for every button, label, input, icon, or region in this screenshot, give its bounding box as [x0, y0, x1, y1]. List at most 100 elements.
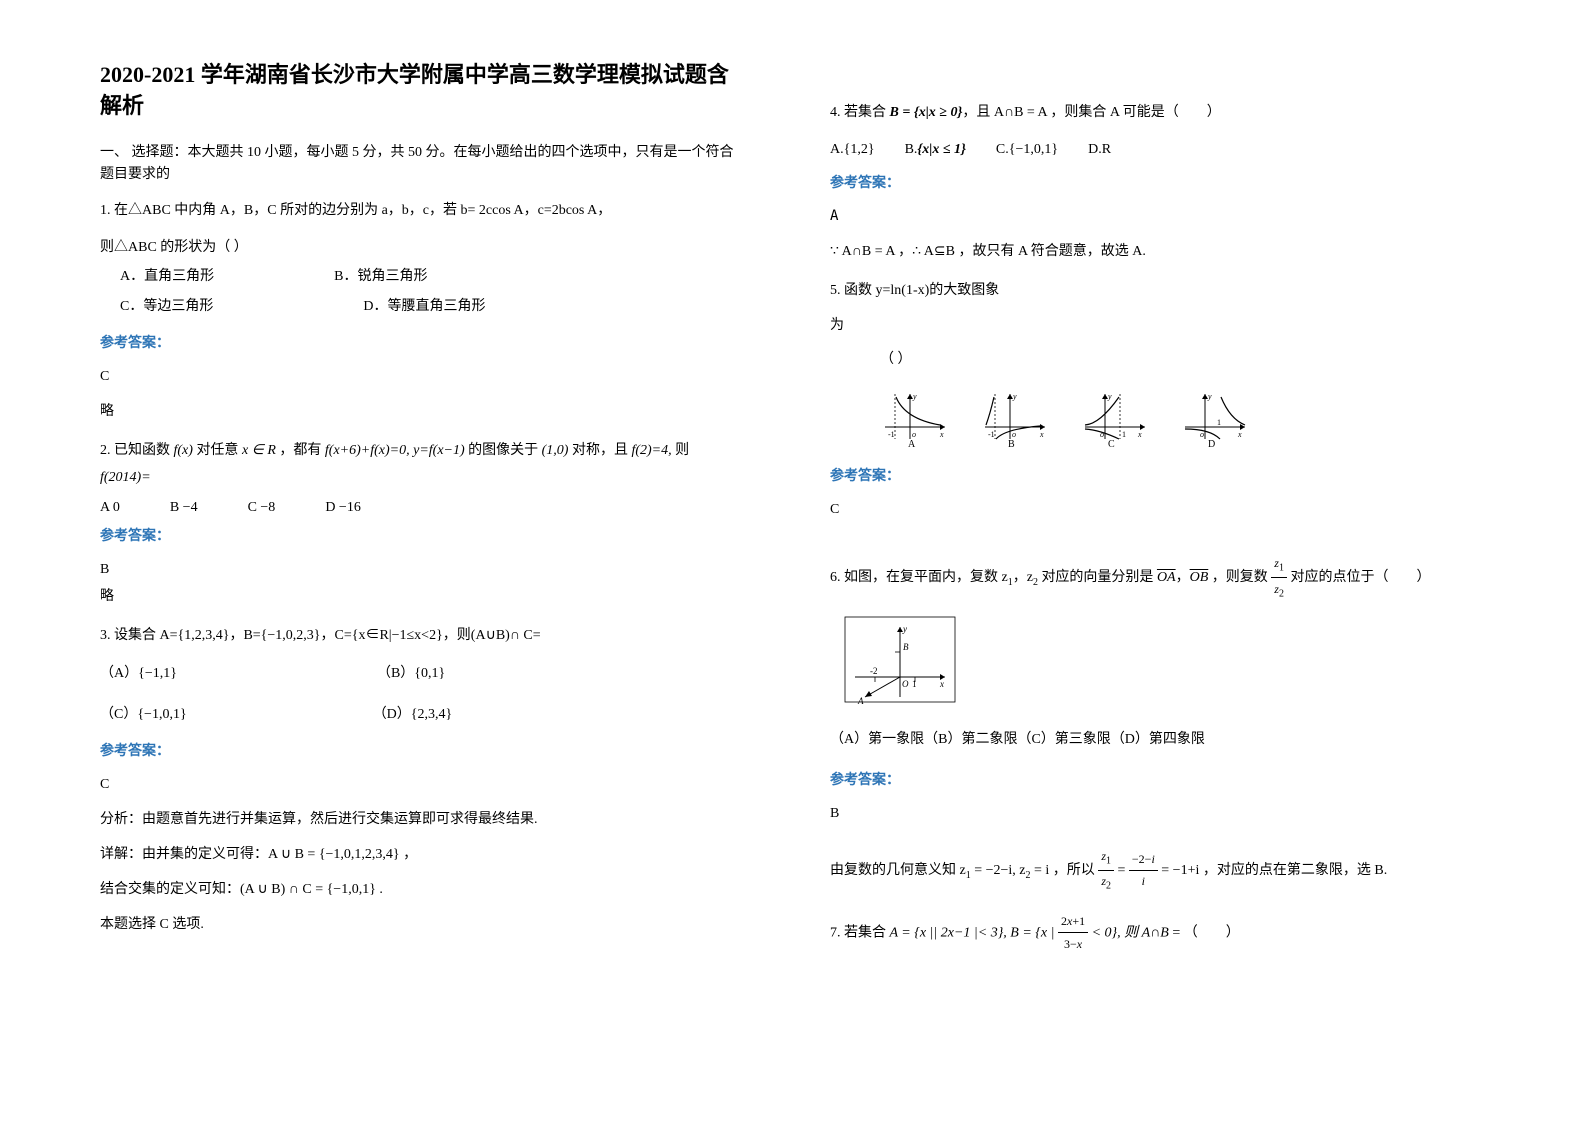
graph-b: -1 o x y B [980, 389, 1050, 449]
svg-text:o: o [912, 430, 916, 439]
svg-text:O: O [902, 679, 909, 689]
q2-text: 2. 已知函数 f(x) 对任意 x ∈ R ，都有 f(x+6)+f(x)=0… [100, 438, 740, 491]
q6-reasoning: 由复数的几何意义知 z1 = −2−i, z2 = i ，所以 z1z2 = −… [830, 846, 1470, 896]
q1-answer2: 略 [100, 399, 740, 424]
q2-optC: C −8 [248, 495, 276, 522]
q5-text: 5. 函数 y=ln(1-x)的大致图象 [830, 278, 1470, 305]
svg-text:A: A [857, 696, 864, 706]
q4-optA: A.{1,2} [830, 137, 875, 164]
question-5: 5. 函数 y=ln(1-x)的大致图象 为 （ ） -1 o x [830, 278, 1470, 522]
svg-text:y: y [912, 392, 917, 401]
svg-text:B: B [1008, 439, 1015, 449]
question-7: 7. 若集合 A = {x || 2x−1 |< 3}, B = {x | 2x… [830, 910, 1470, 957]
q6-p6: 对应的点位于（ ） [1287, 570, 1431, 585]
q6-r5: ，对应的点在第二象限，选 B. [1199, 863, 1387, 878]
q6-vec2: OB [1190, 570, 1209, 585]
document-title: 2020-2021 学年湖南省长沙市大学附属中学高三数学理模拟试题含解析 [100, 60, 740, 122]
q3-optA: （A）{−1,1} [100, 659, 177, 690]
q6-optA: （A）第一象限 [830, 732, 924, 747]
q4-optB: B.{x|x ≤ 1} [905, 137, 966, 164]
left-column: 2020-2021 学年湖南省长沙市大学附属中学高三数学理模拟试题含解析 一、 … [100, 60, 740, 970]
q3-detail: 详解：由并集的定义可得：A ∪ B = {−1,0,1,2,3,4} ， [100, 842, 740, 867]
question-4: 4. 若集合 B = {x|x ≥ 0}，且 A∩B = A ，则集合 A 可能… [830, 100, 1470, 264]
graph-a: -1 o x y A [880, 389, 950, 449]
svg-text:o: o [1100, 430, 1104, 439]
q5-text2: 为 [830, 313, 1470, 340]
q6-optD: （D）第四象限 [1111, 732, 1205, 747]
q4-optB-set: {x|x ≤ 1} [917, 142, 966, 157]
q4-reasoning: ∵ A∩B = A ，∴ A⊆B ，故只有 A 符合题意，故选 A. [830, 239, 1470, 264]
q1-options: A．直角三角形 B．锐角三角形 C．等边三角形 D．等腰直角三角形 [120, 262, 740, 324]
q7-p1: 7. 若集合 [830, 925, 890, 940]
q2-optA: A 0 [100, 495, 120, 522]
svg-text:x: x [939, 430, 944, 439]
q3-optC: （C）{−1,0,1} [100, 700, 187, 731]
right-column: 4. 若集合 B = {x|x ≥ 0}，且 A∩B = A ，则集合 A 可能… [830, 60, 1470, 970]
q7-setA: A = {x || 2x−1 |< 3}, B = {x | [890, 925, 1058, 940]
q6-options: （A）第一象限（B）第二象限（C）第三象限（D）第四象限 [830, 727, 1470, 754]
question-3: 3. 设集合 A={1,2,3,4}，B={−1,0,2,3}，C={x∈R|−… [100, 623, 740, 938]
q5-text3: （ ） [880, 347, 1470, 374]
svg-text:A: A [908, 439, 916, 449]
q6-p5: ，则复数 [1208, 570, 1271, 585]
q3-optD: （D）{2,3,4} [373, 700, 453, 731]
q6-answer: B [830, 801, 1470, 826]
svg-text:1: 1 [912, 679, 917, 689]
q1-answer: C [100, 364, 740, 389]
svg-text:y: y [902, 624, 907, 634]
q3-optB: （B）{0,1} [377, 659, 445, 690]
q6-r4: = −1+i [1158, 863, 1200, 878]
svg-text:y: y [1107, 392, 1112, 401]
q6-optB: （B）第二象限 [924, 732, 1017, 747]
svg-text:C: C [1108, 439, 1115, 449]
question-1: 1. 在△ABC 中内角 A，B，C 所对的边分别为 a，b，c，若 b= 2c… [100, 198, 740, 424]
svg-text:x: x [1237, 430, 1242, 439]
svg-text:-1: -1 [988, 430, 995, 439]
graph-c: o 1 x y C [1080, 389, 1150, 449]
svg-text:-1: -1 [888, 430, 895, 439]
svg-text:1: 1 [1122, 430, 1126, 439]
q2-answer-label: 参考答案： [100, 524, 740, 551]
q2-answer: B [100, 557, 740, 582]
section-heading: 一、 选择题：本大题共 10 小题，每小题 5 分，共 50 分。在每小题给出的… [100, 142, 740, 187]
q6-p3: 对应的向量分别是 [1038, 570, 1157, 585]
svg-text:x: x [1039, 430, 1044, 439]
q4-answer-label: 参考答案： [830, 171, 1470, 198]
q7-text: 7. 若集合 A = {x || 2x−1 |< 3}, B = {x | 2x… [830, 910, 1470, 957]
svg-text:1: 1 [1217, 418, 1221, 427]
svg-text:D: D [1208, 439, 1215, 449]
q1-answer-label: 参考答案： [100, 331, 740, 358]
q3-answer: C [100, 772, 740, 797]
q1-optB: B．锐角三角形 [334, 262, 427, 293]
q2-optD: D −16 [325, 495, 361, 522]
q4-optB-prefix: B. [905, 142, 918, 157]
q6-p4: ， [1176, 570, 1190, 585]
q1-optD: D．等腰直角三角形 [363, 292, 485, 323]
q5-answer-label: 参考答案： [830, 464, 1470, 491]
svg-text:y: y [1012, 392, 1017, 401]
svg-text:o: o [1012, 430, 1016, 439]
q6-r1: 由复数的几何意义知 z [830, 863, 966, 878]
q3-final: 本题选择 C 选项. [100, 912, 740, 937]
svg-text:y: y [1207, 392, 1212, 401]
page-container: 2020-2021 学年湖南省长沙市大学附属中学高三数学理模拟试题含解析 一、 … [100, 60, 1507, 970]
q1-text: 1. 在△ABC 中内角 A，B，C 所对的边分别为 a，b，c，若 b= 2c… [100, 198, 740, 225]
q1-text2: 则△ABC 的形状为（ ） [100, 235, 740, 262]
q6-p2: ，z [1013, 570, 1033, 585]
q2-answer2: 略 [100, 584, 740, 609]
q4-text-mid: ，且 A∩B = A ，则集合 A 可能是（ ） [962, 105, 1220, 120]
q3-answer-label: 参考答案： [100, 739, 740, 766]
q4-optD: D.R [1088, 137, 1111, 164]
svg-text:B: B [903, 642, 909, 652]
q6-r3: = i ，所以 [1031, 863, 1099, 878]
q4-set: B = {x|x ≥ 0} [890, 105, 963, 120]
q6-vec1: OA [1157, 570, 1176, 585]
q3-text: 3. 设集合 A={1,2,3,4}，B={−1,0,2,3}，C={x∈R|−… [100, 623, 740, 650]
q5-graphs: -1 o x y A [880, 389, 1470, 449]
q6-text: 6. 如图，在复平面内，复数 z1，z2 对应的向量分别是 OA，OB ，则复数… [830, 552, 1470, 604]
q7-p2: = （ ） [1169, 925, 1240, 940]
q6-optC: （C）第三象限 [1017, 732, 1110, 747]
q6-graph: y x O 1 -2 A B [840, 612, 960, 712]
q6-p1: 6. 如图，在复平面内，复数 z [830, 570, 1008, 585]
question-2: 2. 已知函数 f(x) 对任意 x ∈ R ，都有 f(x+6)+f(x)=0… [100, 438, 740, 609]
